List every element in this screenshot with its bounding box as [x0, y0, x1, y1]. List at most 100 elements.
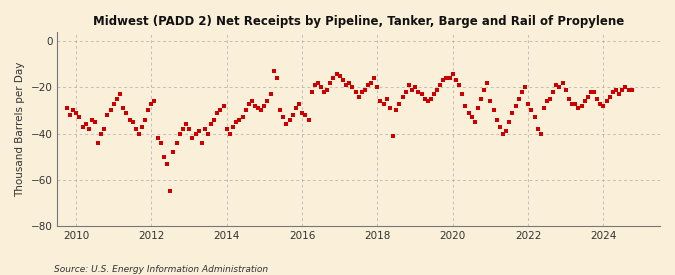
Point	[325, 81, 335, 85]
Point	[551, 83, 562, 87]
Point	[140, 117, 151, 122]
Point	[297, 111, 308, 115]
Point	[454, 83, 464, 87]
Point	[507, 111, 518, 115]
Point	[425, 97, 436, 101]
Point	[221, 127, 232, 131]
Point	[586, 90, 597, 94]
Point	[316, 85, 327, 90]
Point	[319, 90, 329, 94]
Point	[61, 106, 72, 110]
Point	[265, 92, 276, 97]
Point	[105, 108, 116, 113]
Point	[570, 101, 580, 106]
Point	[193, 129, 204, 133]
Point	[501, 129, 512, 133]
Point	[202, 131, 213, 136]
Point	[209, 117, 220, 122]
Point	[522, 101, 533, 106]
Point	[539, 106, 549, 110]
Point	[617, 87, 628, 92]
Point	[281, 122, 292, 127]
Point	[520, 85, 531, 90]
Point	[535, 131, 546, 136]
Point	[488, 108, 499, 113]
Point	[134, 131, 144, 136]
Point	[416, 92, 427, 97]
Point	[143, 108, 154, 113]
Point	[234, 117, 244, 122]
Point	[153, 136, 163, 140]
Point	[614, 92, 625, 97]
Point	[457, 92, 468, 97]
Point	[388, 134, 399, 138]
Point	[331, 71, 342, 76]
Point	[362, 83, 373, 87]
Point	[429, 92, 439, 97]
Point	[130, 127, 141, 131]
Point	[111, 97, 122, 101]
Point	[444, 76, 455, 80]
Point	[366, 81, 377, 85]
Point	[92, 141, 103, 145]
Point	[482, 81, 493, 85]
Point	[178, 127, 188, 131]
Point	[576, 104, 587, 108]
Point	[303, 117, 314, 122]
Point	[83, 127, 94, 131]
Y-axis label: Thousand Barrels per Day: Thousand Barrels per Day	[15, 61, 25, 197]
Point	[181, 122, 192, 127]
Point	[497, 131, 508, 136]
Point	[96, 131, 107, 136]
Point	[290, 106, 301, 110]
Point	[115, 92, 126, 97]
Point	[610, 87, 621, 92]
Point	[275, 108, 286, 113]
Point	[109, 101, 119, 106]
Point	[476, 97, 487, 101]
Point	[438, 78, 449, 82]
Point	[246, 99, 257, 103]
Point	[288, 113, 298, 117]
Point	[171, 141, 182, 145]
Point	[620, 85, 630, 90]
Point	[124, 117, 135, 122]
Point	[309, 83, 320, 87]
Point	[184, 127, 194, 131]
Point	[410, 85, 421, 90]
Point	[168, 150, 179, 154]
Point	[369, 76, 380, 80]
Point	[360, 87, 371, 92]
Point	[608, 90, 618, 94]
Point	[541, 99, 552, 103]
Point	[90, 120, 101, 124]
Point	[381, 97, 392, 101]
Point	[200, 127, 211, 131]
Point	[516, 90, 527, 94]
Point	[174, 131, 185, 136]
Point	[353, 94, 364, 99]
Point	[356, 90, 367, 94]
Point	[431, 87, 442, 92]
Point	[491, 117, 502, 122]
Point	[350, 90, 361, 94]
Point	[592, 97, 603, 101]
Point	[136, 124, 147, 129]
Point	[341, 83, 352, 87]
Point	[284, 117, 295, 122]
Point	[554, 85, 565, 90]
Point	[64, 113, 75, 117]
Point	[347, 85, 358, 90]
Point	[86, 117, 97, 122]
Point	[212, 111, 223, 115]
Point	[385, 106, 396, 110]
Point	[278, 115, 289, 120]
Point	[450, 78, 461, 82]
Point	[514, 97, 524, 101]
Point	[463, 111, 474, 115]
Point	[338, 78, 348, 82]
Point	[532, 127, 543, 131]
Point	[68, 108, 78, 113]
Point	[243, 101, 254, 106]
Point	[206, 122, 217, 127]
